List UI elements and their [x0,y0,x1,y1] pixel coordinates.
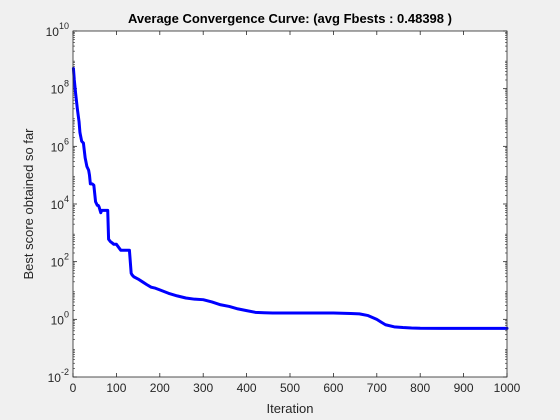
x-tick-label: 0 [70,381,77,395]
x-tick-label: 900 [454,381,474,395]
plot-area [73,31,507,377]
x-tick-label: 200 [150,381,170,395]
convergence-curve-line [71,67,509,330]
x-tick-label: 400 [237,381,257,395]
x-tick-label: 300 [193,381,213,395]
x-tick-label: 700 [367,381,387,395]
x-axis-label: Iteration [267,401,314,416]
y-tick-label: 102 [51,252,69,270]
y-tick-label: 104 [51,194,69,212]
x-tick-label: 500 [280,381,300,395]
y-axis-label: Best score obtained so far [21,128,36,280]
y-tick-label: 100 [51,309,69,327]
chart-title: Average Convergence Curve: (avg Fbests :… [128,11,452,26]
y-tick-label: 1010 [46,21,69,39]
x-tick-label: 100 [106,381,126,395]
plot-frame [72,30,508,378]
x-tick-label: 1000 [494,381,521,395]
y-tick-label: 10-2 [48,367,69,385]
y-tick-label: 108 [51,79,69,97]
axis-tick-labels: 0 100 200 300 400 500 600 700 800 900 1000 10-2 100 1… [46,21,521,395]
y-tick-label: 106 [51,136,69,154]
x-tick-label: 800 [410,381,430,395]
x-tick-label: 600 [323,381,343,395]
